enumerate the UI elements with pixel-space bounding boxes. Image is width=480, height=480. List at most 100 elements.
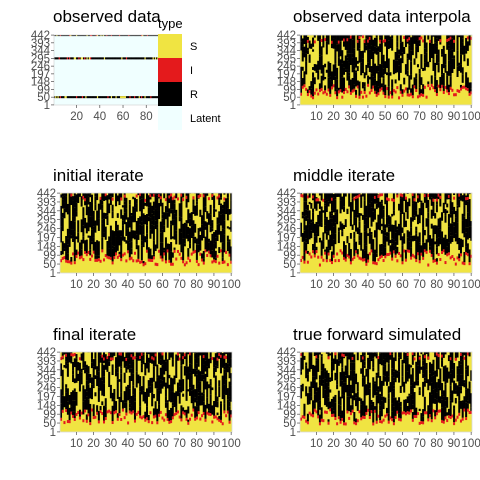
infected-cell xyxy=(171,197,174,201)
infected-cell xyxy=(372,261,375,265)
recovered-cell xyxy=(346,208,349,215)
recovered-cell xyxy=(301,66,304,71)
recovered-cell xyxy=(324,205,327,219)
recovered-cell xyxy=(111,230,114,246)
recovered-cell xyxy=(330,398,333,408)
recovered-cell xyxy=(370,399,373,405)
x-tick-label: 20 xyxy=(70,111,83,123)
recovered-cell xyxy=(411,412,414,419)
recovered-cell xyxy=(152,394,155,399)
panel-3: initial iterate4423933442952461971489950… xyxy=(37,166,241,291)
recovered-cell xyxy=(221,257,224,261)
infected-cell xyxy=(120,258,123,262)
recovered-cell xyxy=(187,366,190,380)
recovered-cell xyxy=(163,247,166,251)
recovered-cell xyxy=(446,75,449,90)
recovered-cell xyxy=(365,35,368,39)
recovered-cell xyxy=(413,58,416,65)
recovered-cell xyxy=(327,248,330,253)
recovered-cell xyxy=(368,46,371,50)
recovered-cell xyxy=(87,222,90,232)
recovered-cell xyxy=(103,370,106,377)
recovered-cell xyxy=(221,213,224,229)
recovered-cell xyxy=(139,386,142,392)
infected-cell xyxy=(192,408,195,412)
recovered-cell xyxy=(65,193,68,197)
recovered-cell xyxy=(78,362,81,372)
recovered-cell xyxy=(201,224,204,241)
recovered-cell xyxy=(355,217,358,232)
recovered-cell xyxy=(228,241,231,254)
recovered-cell xyxy=(353,69,356,85)
recovered-cell xyxy=(313,193,316,209)
recovered-cell xyxy=(330,222,333,234)
recovered-cell xyxy=(306,47,309,51)
observed-cell xyxy=(150,35,152,37)
recovered-cell xyxy=(398,223,401,236)
infected-cell xyxy=(147,258,150,262)
recovered-cell xyxy=(332,194,335,198)
recovered-cell xyxy=(461,42,464,55)
recovered-cell xyxy=(185,409,188,418)
recovered-cell xyxy=(73,415,76,418)
observed-cell xyxy=(112,35,114,37)
observed-cell xyxy=(130,35,133,37)
recovered-cell xyxy=(201,374,204,382)
recovered-cell xyxy=(190,212,193,226)
recovered-cell xyxy=(152,193,155,195)
observed-cell xyxy=(114,35,116,37)
infected-cell xyxy=(349,91,352,95)
recovered-cell xyxy=(137,374,140,384)
recovered-cell xyxy=(349,352,352,363)
recovered-cell xyxy=(355,241,358,251)
recovered-cell xyxy=(406,210,409,219)
recovered-cell xyxy=(367,193,370,203)
recovered-cell xyxy=(109,352,112,356)
recovered-cell xyxy=(432,193,435,202)
recovered-cell xyxy=(82,367,85,370)
recovered-cell xyxy=(344,55,347,70)
recovered-cell xyxy=(65,236,68,252)
recovered-cell xyxy=(161,202,164,215)
recovered-cell xyxy=(140,386,143,395)
infected-cell xyxy=(303,415,306,419)
infected-cell xyxy=(370,88,373,92)
infected-cell xyxy=(111,421,114,425)
observed-cell xyxy=(113,96,115,99)
infected-cell xyxy=(387,198,390,202)
recovered-cell xyxy=(356,395,359,411)
infected-cell xyxy=(72,252,75,256)
infected-cell xyxy=(334,352,337,356)
recovered-cell xyxy=(154,410,157,415)
recovered-cell xyxy=(194,223,197,233)
recovered-cell xyxy=(415,233,418,240)
recovered-cell xyxy=(142,234,145,248)
recovered-cell xyxy=(230,358,232,368)
infected-cell xyxy=(113,411,116,415)
infected-cell xyxy=(104,193,107,197)
recovered-cell xyxy=(432,43,435,60)
infected-cell xyxy=(389,91,392,95)
recovered-cell xyxy=(170,377,173,392)
infected-cell xyxy=(360,90,363,94)
recovered-cell xyxy=(401,376,404,387)
recovered-cell xyxy=(353,252,356,256)
recovered-cell xyxy=(358,235,361,241)
recovered-cell xyxy=(425,218,428,227)
recovered-cell xyxy=(158,352,161,364)
recovered-cell xyxy=(199,390,202,406)
infected-cell xyxy=(192,250,195,254)
recovered-cell xyxy=(85,193,88,206)
recovered-cell xyxy=(128,407,131,411)
recovered-cell xyxy=(192,401,195,409)
recovered-cell xyxy=(187,248,190,257)
recovered-cell xyxy=(463,352,466,356)
infected-cell xyxy=(320,38,323,42)
recovered-cell xyxy=(344,47,347,50)
observed-cell xyxy=(153,35,156,37)
infected-cell xyxy=(312,250,315,254)
legend-key-r xyxy=(158,82,182,106)
recovered-cell xyxy=(348,193,351,207)
recovered-cell xyxy=(380,230,383,234)
recovered-cell xyxy=(226,352,229,364)
